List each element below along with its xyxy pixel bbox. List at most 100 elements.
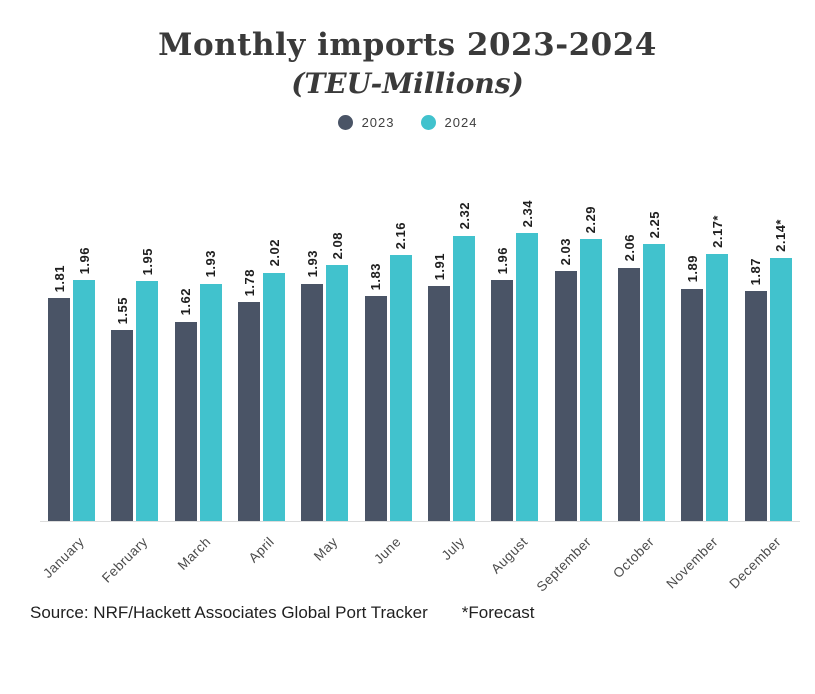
bar-2024-january bbox=[73, 279, 96, 521]
bar-value-label: 1.93 bbox=[203, 250, 219, 278]
bar-group-march: 1.62 1.93 bbox=[167, 181, 230, 521]
bar-2023-june bbox=[364, 295, 387, 521]
bar-2024-july bbox=[453, 235, 476, 521]
bar-value-label: 2.34 bbox=[519, 199, 535, 228]
x-axis-label-april: April bbox=[245, 534, 278, 566]
bar-value-label: 2.25 bbox=[646, 210, 662, 239]
chart-title-block: Monthly imports 2023-2024 (TEU-Millions) bbox=[0, 0, 815, 103]
bar-value-label: 2.06 bbox=[621, 234, 637, 262]
x-axis-cell-june: June bbox=[357, 522, 420, 596]
bar-value-label: 1.78 bbox=[241, 268, 257, 297]
bar-value-label: 2.29 bbox=[583, 206, 599, 234]
bar-column-2023-april: 1.78 bbox=[238, 181, 261, 521]
chart-footer: Source: NRF/Hackett Associates Global Po… bbox=[30, 603, 535, 623]
legend-label-2024: 2024 bbox=[444, 114, 478, 130]
bar-2023-september bbox=[554, 271, 577, 521]
bar-value-label: 1.96 bbox=[494, 246, 510, 274]
bar-2024-february bbox=[136, 281, 159, 521]
forecast-note: *Forecast bbox=[461, 603, 535, 622]
bar-2023-may bbox=[301, 283, 324, 521]
bar-column-2024-august: 2.34 bbox=[516, 181, 539, 521]
legend-item-2023: 2023 bbox=[337, 114, 395, 130]
bar-column-2023-october: 2.06 bbox=[618, 181, 641, 521]
bar-2024-march bbox=[199, 283, 222, 521]
bar-group-january: 1.81 1.96 bbox=[40, 181, 103, 521]
bar-column-2023-may: 1.93 bbox=[301, 181, 324, 521]
bar-column-2024-june: 2.16 bbox=[389, 181, 412, 521]
bar-column-2024-october: 2.25 bbox=[643, 181, 666, 521]
x-axis-cell-september: September bbox=[533, 522, 610, 596]
bar-chart: 1.81 1.96 1.55 1.95 1.62 1.93 1.78 2.02 1.93 2.08… bbox=[40, 182, 800, 596]
bar-column-2023-august: 1.96 bbox=[491, 181, 514, 521]
bar-column-2023-march: 1.62 bbox=[174, 181, 197, 521]
bar-2023-august bbox=[491, 279, 514, 521]
bar-value-label: 2.17* bbox=[709, 215, 725, 249]
bar-2024-october bbox=[643, 244, 666, 521]
bar-value-label: 1.55 bbox=[114, 297, 130, 325]
bar-value-label: 1.95 bbox=[139, 247, 155, 276]
bar-group-june: 1.83 2.16 bbox=[357, 181, 420, 521]
bar-2023-july bbox=[428, 286, 451, 521]
bar-column-2023-july: 1.91 bbox=[428, 181, 451, 521]
bar-2024-november bbox=[706, 254, 729, 521]
bar-2023-november bbox=[681, 288, 704, 521]
bar-2024-may bbox=[326, 265, 349, 521]
bar-value-label: 1.83 bbox=[368, 262, 384, 290]
bar-value-label: 2.08 bbox=[329, 231, 345, 260]
bar-column-2024-september: 2.29 bbox=[579, 181, 602, 521]
bar-group-october: 2.06 2.25 bbox=[610, 181, 673, 521]
bar-group-september: 2.03 2.29 bbox=[547, 181, 610, 521]
bar-value-label: 1.93 bbox=[304, 250, 320, 278]
x-axis-label-july: July bbox=[438, 534, 468, 564]
bar-column-2024-july: 2.32 bbox=[453, 181, 476, 521]
chart-subtitle: (TEU-Millions) bbox=[291, 66, 524, 100]
bar-2023-october bbox=[618, 267, 641, 521]
bar-value-label: 1.89 bbox=[684, 255, 700, 283]
x-axis-cell-november: November bbox=[663, 522, 736, 596]
bar-value-label: 1.81 bbox=[51, 265, 67, 293]
x-axis-label-august: August bbox=[488, 534, 531, 577]
x-axis-labels: January February March April May June July Augu… bbox=[40, 522, 800, 596]
bar-2024-december bbox=[769, 257, 792, 521]
source-note: Source: NRF/Hackett Associates Global Po… bbox=[30, 603, 428, 622]
x-axis-cell-april: April bbox=[230, 522, 293, 596]
bar-value-label: 2.02 bbox=[266, 239, 282, 267]
bar-group-august: 1.96 2.34 bbox=[483, 181, 546, 521]
x-axis-cell-march: March bbox=[167, 522, 230, 596]
bar-group-december: 1.87 2.14* bbox=[737, 181, 800, 521]
bar-group-november: 1.89 2.17* bbox=[673, 181, 736, 521]
x-axis-label-january: January bbox=[40, 534, 88, 582]
bar-column-2024-january: 1.96 bbox=[73, 181, 96, 521]
bar-group-april: 1.78 2.02 bbox=[230, 181, 293, 521]
x-axis-cell-january: January bbox=[40, 522, 103, 596]
chart-legend: 2023 2024 bbox=[0, 114, 815, 130]
bar-value-label: 1.96 bbox=[76, 246, 92, 274]
bar-value-label: 2.14* bbox=[773, 218, 789, 252]
bar-group-july: 1.91 2.32 bbox=[420, 181, 483, 521]
bar-column-2024-february: 1.95 bbox=[136, 181, 159, 521]
bar-value-label: 2.32 bbox=[456, 202, 472, 230]
bar-2023-january bbox=[48, 298, 71, 521]
bar-value-label: 2.16 bbox=[393, 222, 409, 250]
x-axis-cell-may: May bbox=[293, 522, 356, 596]
bar-value-label: 1.87 bbox=[748, 257, 764, 285]
legend-swatch-2023-icon bbox=[337, 114, 353, 130]
bar-column-2023-january: 1.81 bbox=[48, 181, 71, 521]
bar-value-label: 1.91 bbox=[431, 252, 447, 281]
bar-2024-august bbox=[516, 233, 539, 521]
bar-2023-march bbox=[174, 321, 197, 521]
plot-area: 1.81 1.96 1.55 1.95 1.62 1.93 1.78 2.02 1.93 2.08… bbox=[40, 182, 800, 522]
bar-column-2023-february: 1.55 bbox=[111, 181, 134, 521]
bar-column-2024-november: 2.17* bbox=[706, 181, 729, 521]
bar-2023-december bbox=[744, 291, 767, 521]
x-axis-cell-december: December bbox=[726, 522, 800, 596]
bar-value-label: 2.03 bbox=[558, 238, 574, 266]
bar-column-2024-march: 1.93 bbox=[199, 181, 222, 521]
bar-column-2023-june: 1.83 bbox=[364, 181, 387, 521]
bar-column-2023-september: 2.03 bbox=[554, 181, 577, 521]
chart-title: Monthly imports 2023-2024 bbox=[158, 27, 657, 63]
bar-2024-april bbox=[263, 272, 286, 521]
x-axis-cell-july: July bbox=[420, 522, 483, 596]
bar-2023-february bbox=[111, 330, 134, 521]
